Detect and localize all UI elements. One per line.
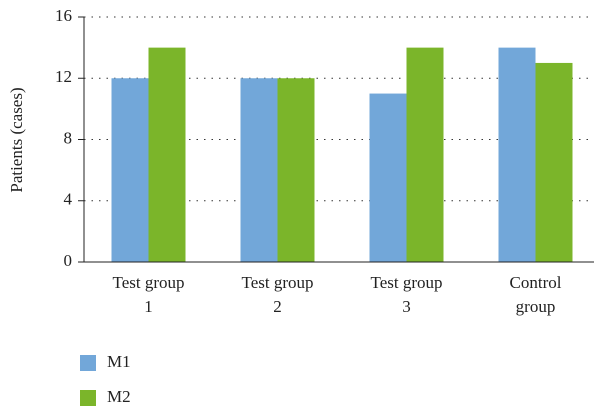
y-tick-label: 16 [55, 6, 72, 25]
y-tick-label: 8 [64, 128, 73, 147]
bar [148, 47, 186, 262]
bar [406, 47, 444, 262]
bar [240, 78, 278, 262]
bar [498, 47, 536, 262]
x-tick-label: Test group 3 [371, 273, 443, 316]
bar [277, 78, 315, 262]
x-tick-label: Test group 1 [113, 273, 185, 316]
bar [369, 93, 407, 262]
legend-swatch [80, 390, 96, 406]
y-tick-label: 4 [64, 190, 73, 209]
legend-label: M2 [107, 387, 131, 406]
y-tick-label: 12 [55, 67, 72, 86]
y-tick-label: 0 [64, 251, 73, 270]
bar [535, 62, 573, 262]
y-axis-label: Patients (cases) [7, 87, 26, 192]
x-tick-label: Control group [510, 273, 562, 316]
bar [111, 78, 149, 262]
legend-swatch [80, 355, 96, 371]
x-tick-label: Test group 2 [242, 273, 314, 316]
legend-label: M1 [107, 352, 131, 371]
